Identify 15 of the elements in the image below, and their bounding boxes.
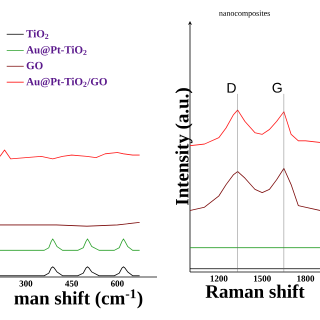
x-tick-label: 1800 xyxy=(297,276,314,282)
x-tick-label: 1500 xyxy=(254,276,271,282)
x-tick-label: 300 xyxy=(20,280,32,287)
ref-line-label: D xyxy=(228,83,236,93)
x-tick-label: 1200 xyxy=(210,276,228,282)
legend-label: TiO$_{2}$ xyxy=(26,30,48,39)
ref-line-label: G xyxy=(272,82,282,93)
x-tick-label: 450 xyxy=(65,280,78,287)
x-axis-title: Raman shift xyxy=(206,284,305,298)
y-axis-title: Intensity (a.u.) xyxy=(175,88,192,206)
legend-label: GO xyxy=(26,62,43,70)
x-tick-label: 600 xyxy=(110,280,124,287)
legend-label: Au@Pt-TiO$_{2}$/GO xyxy=(26,78,107,88)
x-axis-title: man shift (cm$^{-1}$) xyxy=(14,289,142,308)
legend-label: Au@Pt-TiO$_{2}$ xyxy=(26,46,86,56)
